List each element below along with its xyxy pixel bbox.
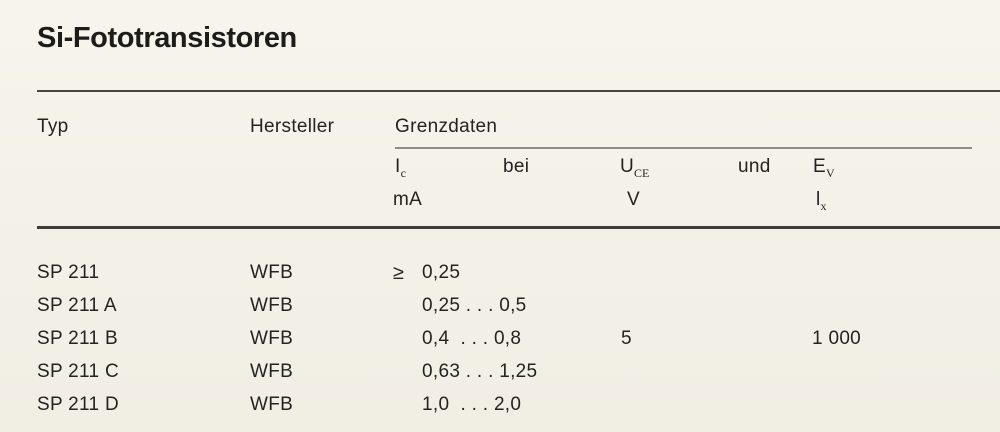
unit-ma-label: mA [393, 189, 423, 210]
subcol-ic-symbol: Ic [395, 156, 406, 180]
cell-typ: SP 211 [37, 262, 100, 283]
subcol-ev-symbol: EV [813, 156, 835, 180]
table-row: SP 211 WFB ≥ 0,25 [0, 262, 1000, 295]
cell-ic: 0,25 [422, 262, 461, 283]
lx-subscript: x [820, 198, 827, 213]
ev-subscript: V [825, 165, 835, 180]
uce-subscript: CE [634, 165, 650, 180]
divider-grenzdaten [395, 147, 972, 149]
divider-header [37, 226, 1000, 229]
cell-typ: SP 211 B [37, 328, 118, 349]
ic-base: I [395, 156, 401, 177]
uce-base: U [620, 156, 635, 177]
cell-ic: 1,0 . . . 2,0 [422, 394, 522, 415]
cell-hersteller: WFB [250, 328, 294, 349]
cell-ic-prefix: ≥ [393, 262, 405, 284]
cell-ic: 0,4 . . . 0,8 [422, 328, 522, 349]
subcol-bei-label: bei [503, 156, 530, 177]
col-header-grenzdaten: Grenzdaten [395, 116, 498, 137]
cell-hersteller: WFB [250, 262, 294, 283]
cell-ic: 0,63 . . . 1,25 [422, 361, 538, 382]
divider-top [37, 90, 1000, 92]
cell-typ: SP 211 C [37, 361, 119, 382]
table-row: SP 211 D WFB 1,0 . . . 2,0 [0, 394, 1000, 427]
subcol-und-label: und [738, 156, 771, 177]
cell-typ: SP 211 D [37, 394, 119, 415]
cell-ic: 0,25 . . . 0,5 [422, 295, 527, 316]
col-header-typ: Typ [37, 116, 69, 137]
ic-subscript: c [400, 165, 406, 180]
page-title: Si-Fototransistoren [37, 22, 297, 54]
table-row: SP 211 B WFB 0,4 . . . 0,8 5 1 000 [0, 328, 1000, 361]
subcol-uce-symbol: UCE [620, 156, 650, 180]
unit-v-label: V [627, 189, 640, 210]
table-row: SP 211 A WFB 0,25 . . . 0,5 [0, 295, 1000, 328]
cell-hersteller: WFB [250, 361, 294, 382]
cell-uce: 5 [621, 328, 632, 349]
table-row: SP 211 C WFB 0,63 . . . 1,25 [0, 361, 1000, 394]
cell-hersteller: WFB [250, 295, 294, 316]
col-header-hersteller: Hersteller [250, 116, 335, 137]
cell-ev: 1 000 [812, 328, 862, 349]
lx-base: l [816, 189, 821, 210]
cell-typ: SP 211 A [37, 295, 117, 316]
ev-base: E [813, 156, 826, 177]
unit-lx-label: lx [816, 189, 827, 213]
cell-hersteller: WFB [250, 394, 294, 415]
